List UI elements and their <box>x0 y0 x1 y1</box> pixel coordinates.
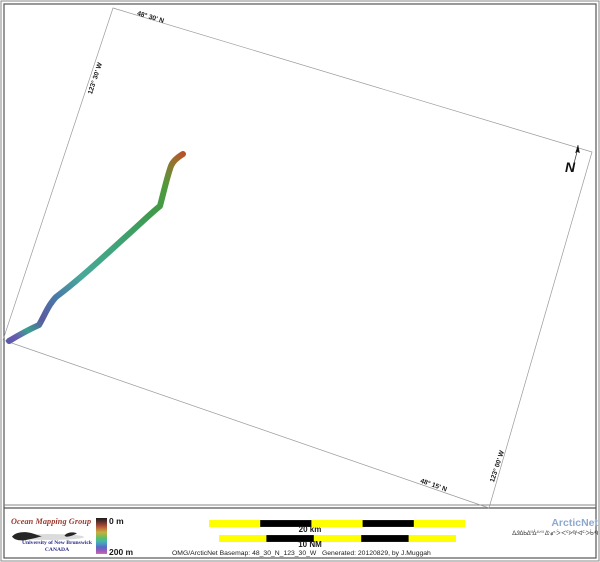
svg-text:N: N <box>565 159 576 175</box>
svg-text:123° 00' W: 123° 00' W <box>488 449 506 483</box>
svg-text:48° 30' N: 48° 30' N <box>136 9 165 25</box>
svg-text:48° 15' N: 48° 15' N <box>419 477 448 494</box>
svg-text:123° 30' W: 123° 30' W <box>86 61 104 95</box>
